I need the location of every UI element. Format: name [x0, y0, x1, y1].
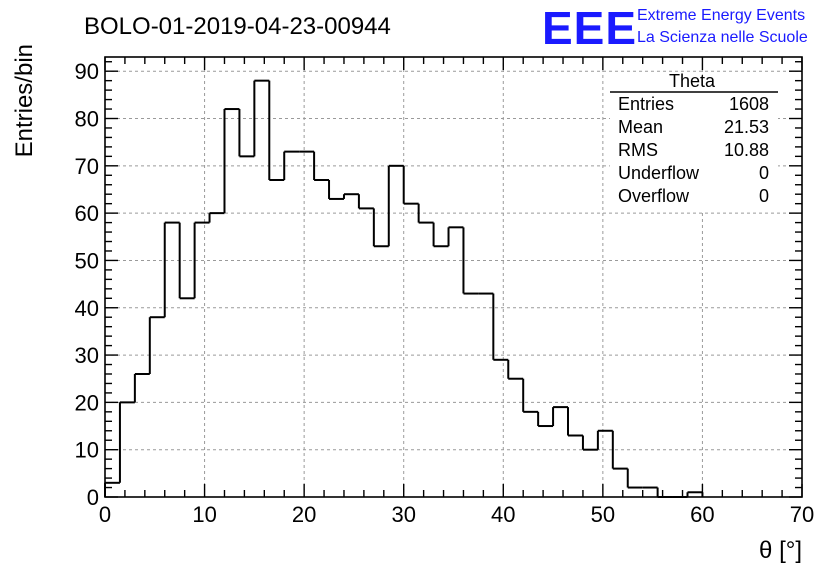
y-tick-label: 90: [75, 59, 99, 84]
stats-row-value: 1608: [729, 94, 769, 114]
x-tick-label: 60: [690, 502, 714, 527]
y-tick-label: 40: [75, 296, 99, 321]
y-tick-label: 60: [75, 201, 99, 226]
logo-mark: EEE: [542, 2, 637, 54]
x-tick-label: 50: [591, 502, 615, 527]
y-tick-label: 20: [75, 390, 99, 415]
logo-line-1: Extreme Energy Events: [637, 7, 805, 24]
x-tick-label: 40: [491, 502, 515, 527]
y-tick-label: 30: [75, 343, 99, 368]
stats-row-value: 0: [759, 163, 769, 183]
stats-row-label: Overflow: [618, 186, 690, 206]
stats-row-value: 0: [759, 186, 769, 206]
chart-title: BOLO-01-2019-04-23-00944: [84, 13, 391, 40]
y-tick-label: 50: [75, 248, 99, 273]
logo-line-2: La Scienza nelle Scuole: [637, 29, 808, 46]
stats-row-label: Entries: [618, 94, 674, 114]
y-tick-label: 0: [87, 485, 99, 510]
plot-frame: [104, 56, 803, 498]
y-tick-label: 10: [75, 438, 99, 463]
stats-row-label: RMS: [618, 140, 658, 160]
eee-logo: EEE Extreme Energy Events La Scienza nel…: [542, 2, 808, 54]
stats-row-value: 21.53: [724, 117, 769, 137]
x-axis-label: θ [°]: [759, 537, 802, 564]
stats-row-label: Underflow: [618, 163, 700, 183]
grid-lines: [105, 57, 802, 497]
axis-ticks: [104, 57, 803, 498]
stats-box-background: [610, 72, 778, 212]
stats-row-value: 10.88: [724, 140, 769, 160]
x-tick-labels: 0 10 20 30 40 50 60 70: [99, 502, 814, 527]
stats-rows: Entries 1608 Mean 21.53 RMS 10.88 Underflow 0 Ov…: [618, 94, 769, 206]
x-tick-label: 70: [790, 502, 814, 527]
y-axis-label: Entries/bin: [11, 44, 38, 157]
stats-title: Theta: [669, 71, 716, 91]
y-tick-label: 70: [75, 154, 99, 179]
x-tick-label: 10: [192, 502, 216, 527]
histogram-bins: [104, 79, 704, 498]
y-tick-labels: 0 10 20 30 40 50 60 70 80 90: [75, 59, 99, 510]
stats-row-label: Mean: [618, 117, 663, 137]
y-tick-label: 80: [75, 107, 99, 132]
stats-box: Theta Entries 1608 Mean 21.53 RMS 10.88 Underf…: [610, 71, 778, 212]
x-tick-label: 20: [292, 502, 316, 527]
x-tick-label: 30: [391, 502, 415, 527]
x-tick-label: 0: [99, 502, 111, 527]
